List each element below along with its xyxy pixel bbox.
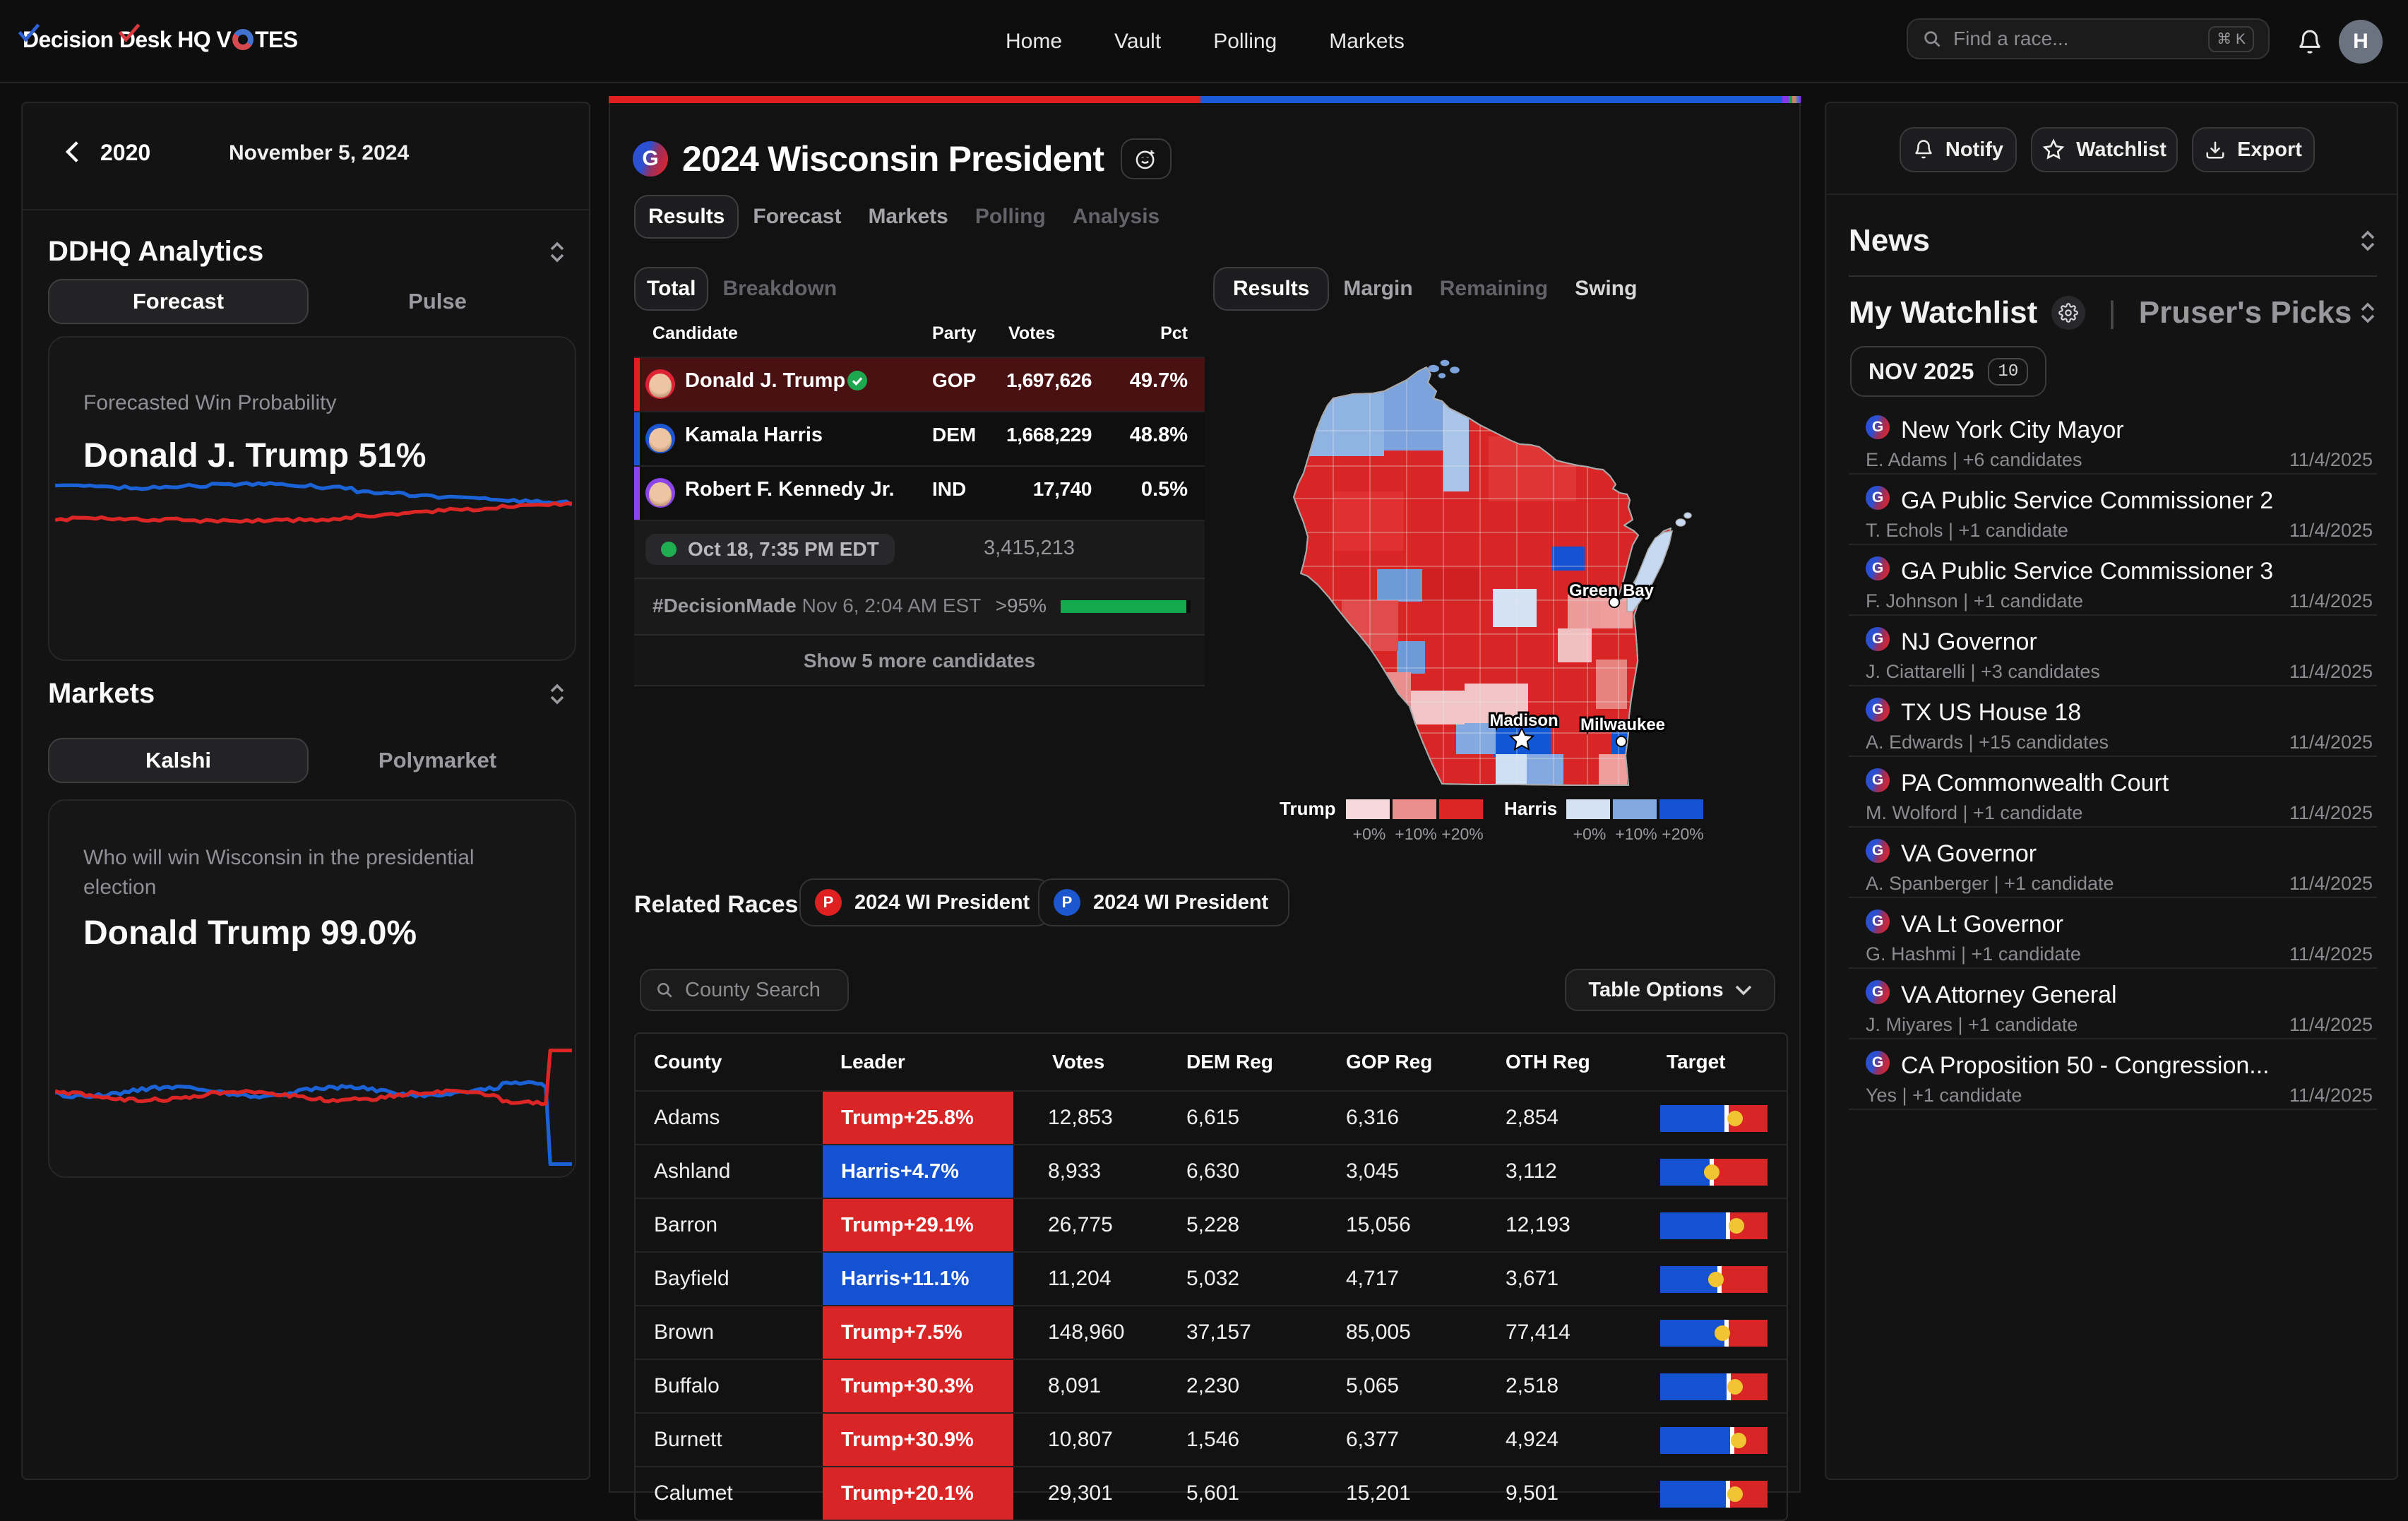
svg-text:Milwaukee: Milwaukee (1580, 715, 1665, 734)
svg-text:Madison: Madison (1489, 711, 1558, 730)
